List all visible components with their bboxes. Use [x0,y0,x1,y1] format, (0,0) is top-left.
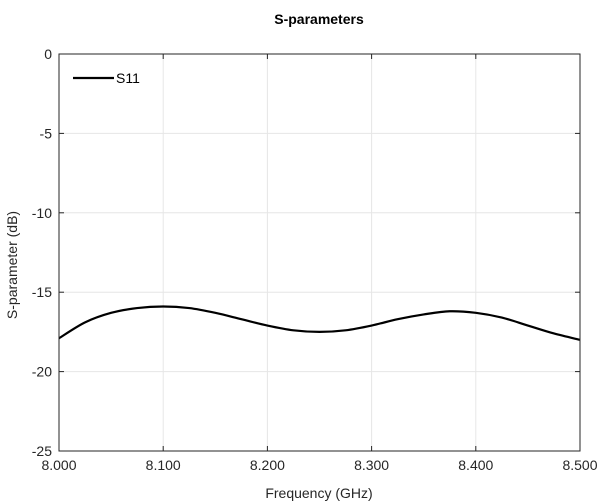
x-axis: 8.000 8.100 8.200 8.300 8.400 8.500 [41,54,598,473]
y-tick-label: -25 [32,443,52,459]
y-tick-label: -15 [32,284,52,300]
x-axis-label: Frequency (GHz) [265,485,372,501]
x-tick-label: 8.300 [354,457,389,473]
plot-frame [58,53,581,452]
legend: S11 [73,70,140,86]
y-tick-label: -10 [32,205,52,221]
legend-label: S11 [116,70,140,86]
chart-title: S-parameters [274,11,364,27]
y-tick-label: 0 [44,46,52,62]
y-tick-label: -20 [32,364,52,380]
plot-area [59,54,580,451]
x-tick-label: 8.100 [146,457,181,473]
y-tick-label: -5 [40,125,53,141]
x-tick-label: 8.000 [41,457,76,473]
x-tick-label: 8.500 [562,457,597,473]
grid-lines [58,53,581,452]
x-tick-label: 8.200 [250,457,285,473]
series-layer [58,305,581,341]
x-tick-label: 8.400 [458,457,493,473]
series-line-s11 [58,305,581,341]
y-axis: 0 -5 -10 -15 -20 -25 [32,46,580,459]
y-axis-label: S-parameter (dB) [4,211,20,319]
